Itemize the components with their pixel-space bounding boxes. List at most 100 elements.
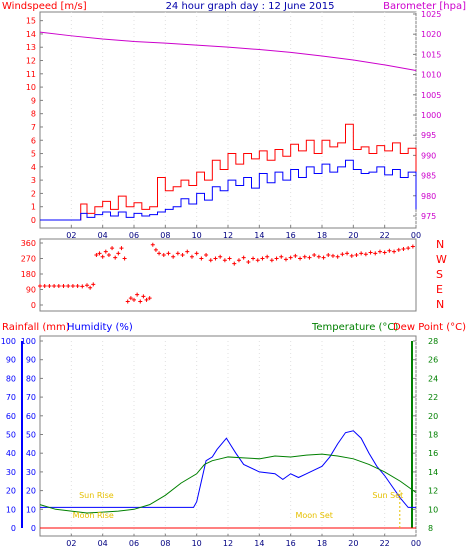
x-tick-label: 20 xyxy=(348,539,358,548)
direction-point xyxy=(119,246,124,251)
compass-label: W xyxy=(436,253,447,266)
rainfall-tick-label: 0 xyxy=(11,524,16,533)
direction-point xyxy=(70,284,75,289)
x-tick-label: 02 xyxy=(66,539,76,548)
direction-point xyxy=(113,255,118,260)
windspeed-tick-label: 13 xyxy=(26,43,36,52)
direction-point xyxy=(340,252,345,257)
rainfall-tick-label: 20 xyxy=(6,487,16,496)
direction-point xyxy=(150,242,155,247)
x-tick-label: 04 xyxy=(98,539,108,548)
direction-point xyxy=(288,255,293,260)
x-tick-label: 06 xyxy=(129,539,139,548)
direction-point xyxy=(363,252,368,257)
direction-point xyxy=(116,251,121,256)
direction-point xyxy=(135,292,140,297)
x-tick-label: 06 xyxy=(129,231,139,240)
temperature-tick-label: 28 xyxy=(428,337,438,346)
x-tick-label: 16 xyxy=(286,231,296,240)
direction-point xyxy=(406,246,411,251)
direction-tick-label: 90 xyxy=(26,286,36,295)
barometer-tick-label: 1010 xyxy=(421,71,441,80)
direction-point xyxy=(312,253,317,258)
barometer-tick-label: 985 xyxy=(421,172,436,181)
climate-panel: 0102030405060708090100010203040506070809… xyxy=(1,337,438,548)
direction-point xyxy=(396,247,401,252)
barometer-tick-label: 1020 xyxy=(421,30,441,39)
direction-point xyxy=(166,251,171,256)
windspeed-tick-label: 14 xyxy=(26,30,36,39)
humidity-tick-label: 0 xyxy=(31,524,36,533)
compass-label: E xyxy=(436,283,443,296)
direction-point xyxy=(132,297,136,302)
windspeed-tick-label: 11 xyxy=(26,70,36,79)
direction-point xyxy=(274,256,279,261)
rainfall-tick-label: 60 xyxy=(6,412,16,421)
direction-point xyxy=(316,254,321,259)
direction-point xyxy=(241,255,246,260)
x-tick-label: 18 xyxy=(317,539,327,548)
humidity-tick-label: 10 xyxy=(26,505,36,514)
average-line xyxy=(40,159,417,221)
compass-label: S xyxy=(436,268,443,281)
temperature-tick-label: 12 xyxy=(428,487,438,496)
barometer-tick-label: 995 xyxy=(421,131,436,140)
direction-tick-label: 180 xyxy=(21,270,36,279)
direction-point xyxy=(125,299,130,304)
direction-point xyxy=(194,251,199,256)
direction-point xyxy=(56,284,61,289)
windspeed-tick-label: 8 xyxy=(31,110,36,119)
x-tick-label: 12 xyxy=(223,231,233,240)
direction-tick-label: 0 xyxy=(31,301,36,310)
direction-point xyxy=(103,249,108,254)
direction-panel-frame xyxy=(39,238,417,312)
windspeed-tick-label: 7 xyxy=(31,123,36,132)
direction-point xyxy=(47,284,52,289)
direction-point xyxy=(293,253,298,258)
direction-point xyxy=(330,253,335,258)
humidity-tick-label: 40 xyxy=(26,449,36,458)
windspeed-tick-label: 12 xyxy=(26,57,36,66)
astro-annotation: Moon Set xyxy=(295,511,332,520)
windspeed-tick-label: 5 xyxy=(31,150,36,159)
rainfall-axis-title: Rainfall (mm) xyxy=(2,322,70,333)
humidity-line xyxy=(40,430,416,508)
direction-point xyxy=(61,284,66,289)
temperature-tick-label: 14 xyxy=(428,468,438,477)
direction-point xyxy=(100,254,105,259)
humidity-tick-label: 90 xyxy=(26,356,36,365)
compass-label: N xyxy=(436,298,444,311)
humidity-tick-label: 50 xyxy=(26,431,36,440)
direction-point xyxy=(106,253,111,258)
direction-point xyxy=(227,256,232,261)
barometer-line xyxy=(39,31,417,72)
direction-point xyxy=(85,283,89,288)
x-tick-label: 00 xyxy=(411,231,421,240)
temperature-line xyxy=(39,453,417,514)
x-tick-label: 14 xyxy=(254,539,264,548)
humidity-tick-label: 80 xyxy=(26,374,36,383)
x-tick-label: 12 xyxy=(223,539,233,548)
humidity-axis-title: Humidity (%) xyxy=(67,322,133,333)
direction-point xyxy=(260,256,265,261)
direction-point xyxy=(185,249,190,254)
direction-point xyxy=(392,249,397,254)
direction-point xyxy=(269,258,274,263)
humidity-tick-label: 70 xyxy=(26,393,36,402)
x-tick-label: 02 xyxy=(66,231,76,240)
direction-point xyxy=(80,284,85,289)
direction-point xyxy=(382,250,387,255)
temperature-tick-label: 10 xyxy=(428,505,438,514)
direction-point xyxy=(97,251,102,256)
direction-point xyxy=(401,247,406,252)
direction-point xyxy=(128,296,133,301)
direction-point xyxy=(321,255,326,260)
direction-point xyxy=(141,294,146,299)
astro-annotation: Sun Rise xyxy=(79,491,114,500)
x-tick-label: 10 xyxy=(192,231,202,240)
direction-point xyxy=(349,253,354,258)
direction-point xyxy=(354,253,359,258)
direction-point xyxy=(222,258,227,263)
direction-point xyxy=(345,251,350,256)
